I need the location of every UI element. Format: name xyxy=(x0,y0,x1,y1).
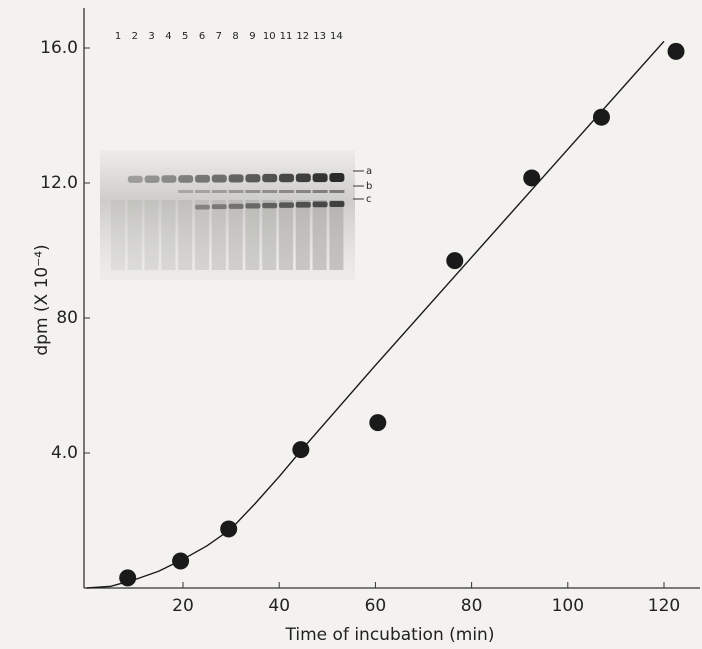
lane-label: 5 xyxy=(182,31,188,42)
data-point xyxy=(667,42,685,60)
band-a xyxy=(329,173,345,182)
x-tick-label: 80 xyxy=(461,596,483,616)
lane-label: 13 xyxy=(313,31,326,42)
x-tick-label: 60 xyxy=(365,596,387,616)
band-a xyxy=(144,175,160,183)
y-tick-label: 12.0 xyxy=(40,173,78,193)
data-point xyxy=(446,252,464,270)
data-point xyxy=(172,552,190,570)
gel-inset xyxy=(100,150,355,280)
band-c xyxy=(211,204,227,210)
band-b xyxy=(245,190,261,193)
lane-smear xyxy=(228,200,243,270)
band-c xyxy=(279,202,294,208)
band-c xyxy=(295,201,311,208)
band-b xyxy=(228,190,244,193)
lane-label: 14 xyxy=(330,31,343,42)
y-tick-label: 4.0 xyxy=(51,443,78,463)
band-b xyxy=(312,190,328,193)
band-a xyxy=(161,175,177,183)
lane-smear xyxy=(295,200,310,270)
data-point xyxy=(523,169,541,187)
band-b xyxy=(211,190,227,193)
lane-smear xyxy=(262,200,277,270)
gel-lanes xyxy=(111,170,364,270)
lane-smear xyxy=(195,200,209,270)
lane-smear xyxy=(279,200,293,270)
band-c xyxy=(329,201,345,207)
lane-smear xyxy=(178,200,193,270)
y-tick-label: 80 xyxy=(56,308,78,328)
data-point xyxy=(292,441,310,459)
band-a xyxy=(228,174,244,183)
x-tick-label: 40 xyxy=(268,596,290,616)
lane-label: 7 xyxy=(216,31,222,42)
data-point xyxy=(119,569,137,587)
lane-smear xyxy=(111,200,125,270)
lane-label: 12 xyxy=(296,31,309,42)
band-label: c xyxy=(366,194,372,205)
lane-smear xyxy=(245,200,260,270)
lane-label: 9 xyxy=(249,31,255,42)
band-a xyxy=(262,173,278,183)
lane-label: 3 xyxy=(148,31,154,42)
band-a xyxy=(279,173,294,183)
lane-label: 6 xyxy=(199,31,205,42)
lane-smear xyxy=(127,200,142,270)
lane-smear xyxy=(211,200,226,270)
band-a xyxy=(211,174,227,183)
data-point xyxy=(592,108,610,126)
band-b xyxy=(178,190,194,193)
data-point xyxy=(369,414,387,432)
fit-line xyxy=(86,40,665,589)
band-label: b xyxy=(366,181,372,192)
lane-smear xyxy=(161,200,176,270)
y-tick-label: 16.0 xyxy=(40,38,78,58)
band-a xyxy=(245,174,261,183)
lane-smear xyxy=(312,200,327,270)
lane-label: 4 xyxy=(165,31,171,42)
band-a xyxy=(312,173,328,183)
lane-smear xyxy=(329,200,344,270)
band-c xyxy=(228,203,244,209)
band-b xyxy=(295,190,311,193)
band-b xyxy=(279,190,294,193)
lane-label: 8 xyxy=(232,31,238,42)
band-a xyxy=(195,174,210,183)
band-c xyxy=(195,204,210,210)
band-b xyxy=(195,190,210,193)
band-c xyxy=(312,201,328,208)
band-b xyxy=(329,190,345,193)
lane-label: 1 xyxy=(115,31,121,42)
y-axis-label: dpm (X 10⁻⁴) xyxy=(32,244,52,355)
lane-smear xyxy=(144,200,159,270)
band-a xyxy=(178,175,194,183)
band-a xyxy=(295,173,311,183)
x-axis-label: Time of incubation (min) xyxy=(285,625,495,645)
lane-label: 2 xyxy=(132,31,138,42)
band-a xyxy=(127,175,143,183)
x-tick-label: 20 xyxy=(172,596,194,616)
band-label: a xyxy=(366,166,372,177)
lane-label: 10 xyxy=(263,31,276,42)
x-tick-label: 100 xyxy=(552,596,584,616)
band-c xyxy=(245,203,261,209)
data-point xyxy=(220,520,238,538)
lane-label: 11 xyxy=(280,31,293,42)
band-b xyxy=(262,190,278,193)
x-tick-label: 120 xyxy=(648,596,680,616)
band-c xyxy=(262,202,278,209)
